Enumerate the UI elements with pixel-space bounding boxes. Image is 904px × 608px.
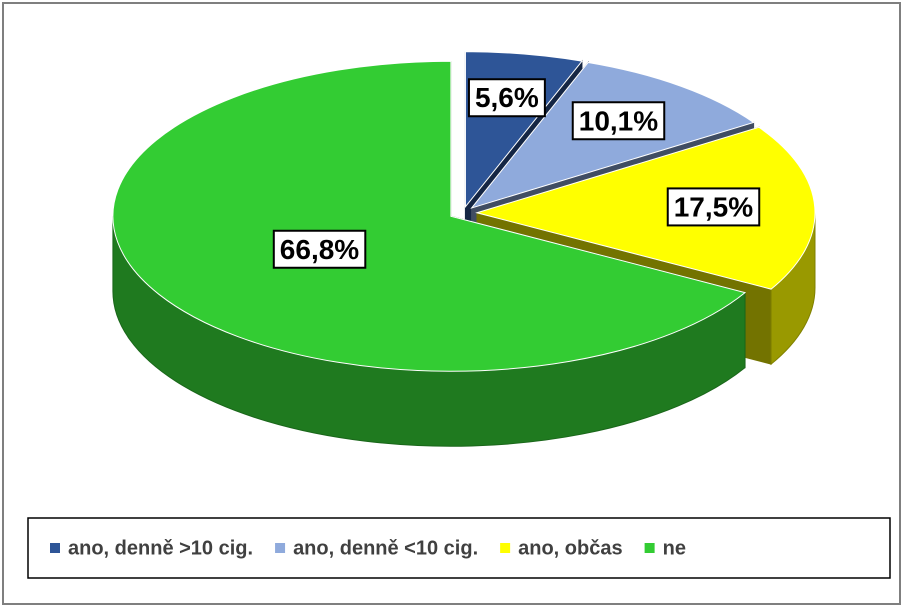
data-label-box <box>666 187 761 227</box>
data-label: 10,1% <box>579 105 658 136</box>
legend-label: ano, denně >10 cig. <box>68 537 253 559</box>
legend-label: ano, občas <box>518 537 622 559</box>
legend-swatch <box>644 543 655 553</box>
legend-label: ano, denně <10 cig. <box>293 537 478 559</box>
legend-label: ne <box>663 537 686 559</box>
legend: ano, denně >10 cig. ano, denně <10 cig. an… <box>50 537 686 559</box>
legend-box <box>27 517 891 579</box>
legend-swatch <box>500 543 511 553</box>
slice <box>475 126 816 290</box>
data-label: 66,8% <box>280 234 359 265</box>
legend-swatch <box>275 543 286 553</box>
legend-swatch <box>50 543 60 553</box>
data-label-box <box>467 78 546 118</box>
slice <box>112 60 747 372</box>
data-label-box <box>571 101 666 141</box>
data-label-box <box>272 229 367 269</box>
data-label: 5,6% <box>475 82 539 113</box>
data-labels: 5,6% 10,1% 17,5% 66,8% <box>272 78 761 269</box>
data-label: 17,5% <box>674 191 753 222</box>
